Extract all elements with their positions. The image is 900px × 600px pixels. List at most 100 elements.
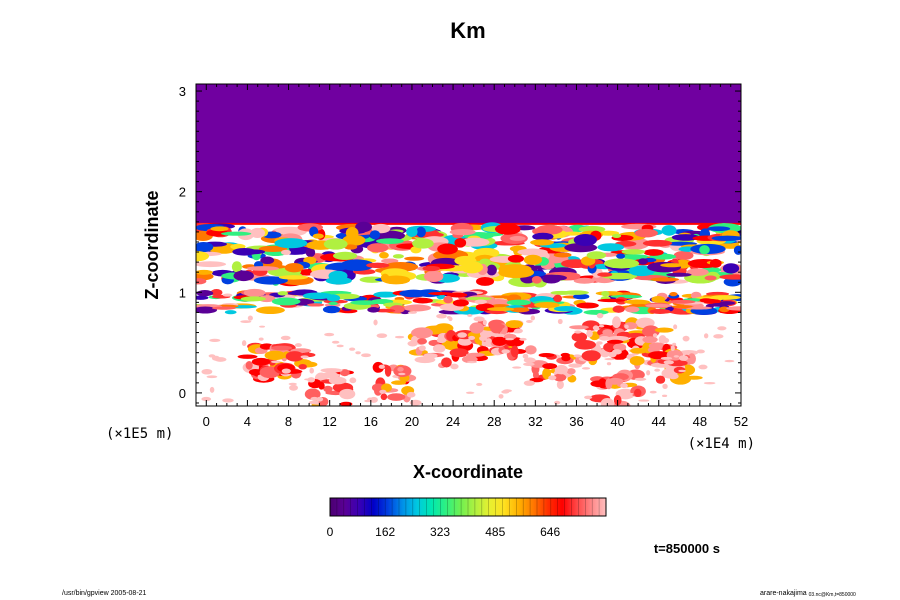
lower-patch xyxy=(469,322,484,334)
lower-patch xyxy=(556,380,564,390)
lower-speck xyxy=(505,338,514,341)
lower-patch xyxy=(566,368,576,375)
top-layer xyxy=(196,84,741,224)
lower-patch xyxy=(655,375,666,384)
turbulence-patch xyxy=(366,262,390,269)
turbulence-patch xyxy=(707,226,731,232)
band-patch xyxy=(286,291,308,296)
lower-patch xyxy=(654,327,674,333)
lower-patch xyxy=(542,363,558,370)
turbulence-patch xyxy=(709,258,722,268)
lower-speck xyxy=(271,360,281,364)
lower-speck xyxy=(409,399,422,406)
band-patch xyxy=(326,294,341,302)
colorbar-tick-label: 162 xyxy=(375,525,395,539)
lower-patch xyxy=(642,336,658,344)
lower-patch xyxy=(629,355,645,366)
lower-patch xyxy=(561,355,571,362)
band-patch xyxy=(196,306,218,314)
x-tick-label: 40 xyxy=(610,414,624,429)
x-tick-label: 24 xyxy=(446,414,460,429)
band-patch xyxy=(240,296,267,302)
turbulence-patch xyxy=(621,249,646,255)
lower-speck xyxy=(599,335,610,341)
colorbar-bar xyxy=(329,497,607,517)
lower-patch xyxy=(380,393,388,401)
lower-patch xyxy=(328,376,347,385)
turbulence-patch xyxy=(381,258,399,264)
band-patch xyxy=(243,288,266,297)
turbulence-patch xyxy=(260,256,275,265)
turbulence-patch xyxy=(340,259,375,271)
lower-patch xyxy=(318,381,325,390)
lower-speck xyxy=(331,340,340,344)
turbulence-patch xyxy=(509,236,526,241)
band-patch xyxy=(367,307,380,313)
lower-speck xyxy=(336,344,344,348)
lower-speck xyxy=(379,389,387,394)
band-patch xyxy=(474,299,487,305)
colorbar-tick-label: 646 xyxy=(540,525,560,539)
turbulence-patch xyxy=(305,247,316,258)
band-patch xyxy=(428,291,453,296)
turbulence-patch xyxy=(542,275,561,284)
turbulence-patch xyxy=(323,238,348,250)
y-tick-label: 2 xyxy=(179,185,186,200)
band-patch xyxy=(699,298,713,303)
turbulence-patch xyxy=(355,221,372,233)
chart-title: Km xyxy=(450,18,485,43)
colorbar-tick-label: 323 xyxy=(430,525,450,539)
turbulence-patch xyxy=(597,272,613,277)
band-patch xyxy=(210,289,223,297)
lower-patch xyxy=(449,348,469,358)
lower-speck xyxy=(436,337,447,344)
turbulence-patch xyxy=(332,251,358,260)
lower-speck xyxy=(612,349,622,355)
x-unit-label: (×1E4 m) xyxy=(688,436,755,452)
lower-speck xyxy=(418,345,426,351)
turbulence-patch xyxy=(367,243,389,253)
lower-speck xyxy=(654,368,661,372)
lower-speck xyxy=(678,355,689,361)
lower-speck xyxy=(668,373,679,380)
lower-speck xyxy=(450,363,459,370)
band-patch xyxy=(224,310,237,315)
turbulence-patch xyxy=(437,243,458,255)
x-tick-label: 52 xyxy=(734,414,748,429)
turbulence-patch xyxy=(344,244,358,250)
lower-speck xyxy=(523,357,536,363)
turbulence-patch xyxy=(328,270,348,282)
turbulence-patch xyxy=(278,275,309,280)
lower-speck xyxy=(514,328,523,334)
x-tick-label: 44 xyxy=(652,414,666,429)
lower-speck xyxy=(703,333,709,339)
lower-speck xyxy=(280,335,291,341)
band-patch xyxy=(399,289,429,298)
lower-speck xyxy=(713,334,724,339)
band-patch xyxy=(597,298,626,303)
lower-speck xyxy=(407,340,418,347)
lower-patch xyxy=(397,367,404,372)
lower-patch xyxy=(592,325,600,331)
lower-patch xyxy=(503,333,517,340)
y-tick-label: 0 xyxy=(179,386,186,401)
lower-speck xyxy=(626,392,634,396)
lower-patch xyxy=(581,350,601,362)
lower-speck xyxy=(512,366,522,369)
lower-patch xyxy=(600,398,615,406)
lower-speck xyxy=(530,315,536,321)
band-patch xyxy=(649,308,671,314)
band-patch xyxy=(553,294,563,303)
turbulence-patch xyxy=(671,234,700,241)
lower-patch xyxy=(538,352,555,358)
lower-patch xyxy=(264,350,286,361)
lower-speck xyxy=(281,368,291,374)
band-patch xyxy=(307,303,325,307)
turbulence-patch xyxy=(246,266,279,271)
footer-right-main: arare-nakajima xyxy=(760,590,807,597)
turbulence-patch xyxy=(612,233,622,239)
turbulence-patch xyxy=(686,268,709,276)
lower-speck xyxy=(548,375,557,381)
x-axis: 0 4 8 12 16 20 24 28 32 36 40 44 48 52 xyxy=(203,84,748,429)
footer-right-sub: 03.nc@Km,t=850000 xyxy=(809,592,856,598)
